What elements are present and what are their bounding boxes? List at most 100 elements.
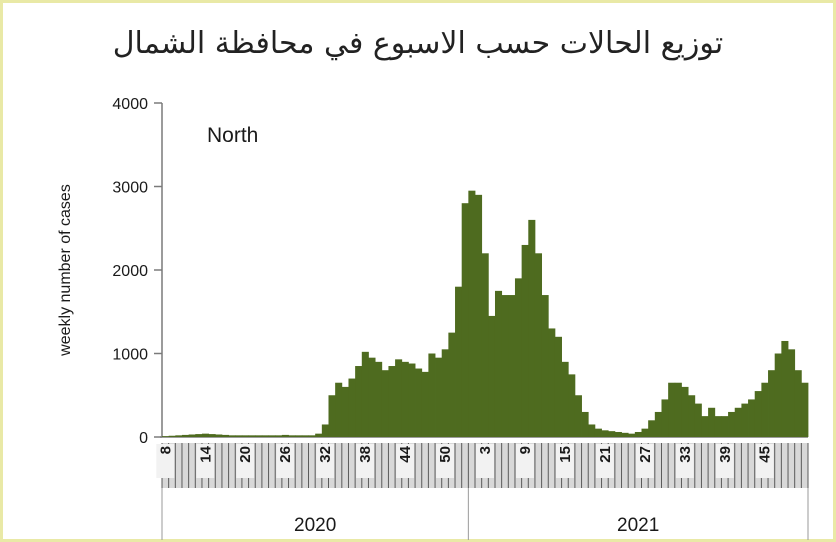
bar [741, 403, 749, 437]
bar [661, 399, 669, 437]
bar [421, 371, 429, 437]
bar [668, 382, 676, 437]
bar [481, 253, 489, 437]
bar [614, 431, 622, 437]
bar [581, 411, 589, 437]
year-label-2021: 2021 [617, 515, 659, 536]
region-label: North [207, 124, 258, 147]
bar [435, 357, 443, 437]
bar [248, 435, 256, 437]
bar [534, 253, 543, 437]
bar [235, 435, 243, 437]
bar [781, 340, 789, 437]
week-label-bg [675, 444, 694, 478]
bar [228, 435, 236, 437]
bar [528, 219, 536, 437]
bar [641, 428, 649, 437]
bar [368, 357, 376, 437]
week-label-bg [595, 444, 614, 478]
bar [341, 386, 349, 437]
bar [461, 203, 469, 437]
bar [168, 435, 176, 437]
bar [268, 435, 276, 437]
bar [628, 433, 636, 437]
week-tick-label: 9 [517, 446, 534, 454]
bar [574, 395, 582, 437]
bar [201, 433, 210, 437]
bar [514, 278, 523, 437]
bar [508, 295, 516, 437]
week-label-bg [635, 444, 654, 478]
bar [694, 403, 702, 437]
y-tick-label: 2000 [112, 263, 148, 280]
bar [395, 359, 403, 437]
bar [175, 435, 183, 437]
week-tick-label: 15 [557, 446, 574, 463]
bar [408, 363, 416, 437]
bar [195, 434, 203, 437]
week-label-bg [555, 444, 574, 478]
bar [501, 295, 509, 437]
bar [721, 416, 729, 437]
bar [321, 424, 329, 437]
week-tick-label: 8 [157, 446, 174, 454]
bar [381, 370, 389, 437]
bar [261, 435, 269, 437]
week-tick-label: 45 [757, 446, 774, 463]
bar [455, 286, 463, 437]
week-tick-label: 33 [677, 446, 694, 463]
bar [654, 411, 662, 437]
bar [181, 434, 190, 437]
bar [754, 391, 762, 437]
bar [634, 431, 642, 437]
bar [288, 435, 296, 437]
bar [215, 434, 223, 437]
bar [541, 295, 549, 437]
bar [674, 382, 682, 437]
bar [295, 435, 303, 437]
bar [375, 361, 383, 437]
bar [561, 361, 569, 437]
bar [241, 435, 249, 437]
bar [468, 190, 476, 437]
bar [688, 395, 696, 437]
chart-title: توزيع الحالات حسب الاسبوع في محافظة الشم… [112, 26, 724, 61]
bar [621, 432, 629, 437]
bar [801, 382, 809, 437]
bar [308, 435, 316, 437]
bar [275, 435, 283, 437]
bar [521, 244, 529, 437]
year-label-2020: 2020 [294, 515, 336, 536]
bar [601, 430, 609, 437]
bar [708, 407, 716, 437]
bar [348, 378, 356, 437]
week-label-bg [396, 444, 415, 478]
bar [475, 194, 483, 437]
bar [361, 351, 369, 437]
bar [335, 382, 343, 437]
week-label-bg [755, 444, 774, 478]
bar [162, 436, 170, 437]
bar [255, 435, 263, 437]
week-tick-label: 32 [317, 446, 334, 463]
bar [788, 349, 796, 437]
y-tick-label: 0 [139, 430, 148, 447]
bar [714, 416, 722, 437]
week-tick-label: 21 [597, 446, 614, 463]
week-label-bg [196, 444, 215, 478]
week-label-bg [476, 444, 494, 478]
bar [794, 370, 802, 437]
week-tick-label: 44 [397, 445, 414, 462]
week-tick-label: 14 [197, 445, 214, 462]
week-tick-label: 39 [717, 446, 734, 463]
bar [568, 374, 576, 437]
week-label-bg [515, 444, 534, 478]
week-label-bg [236, 444, 255, 478]
bar [328, 395, 336, 437]
bar [488, 315, 496, 437]
y-tick-label: 4000 [112, 96, 148, 113]
bar [608, 431, 616, 437]
week-label-bg [436, 444, 455, 478]
bar [301, 435, 309, 437]
